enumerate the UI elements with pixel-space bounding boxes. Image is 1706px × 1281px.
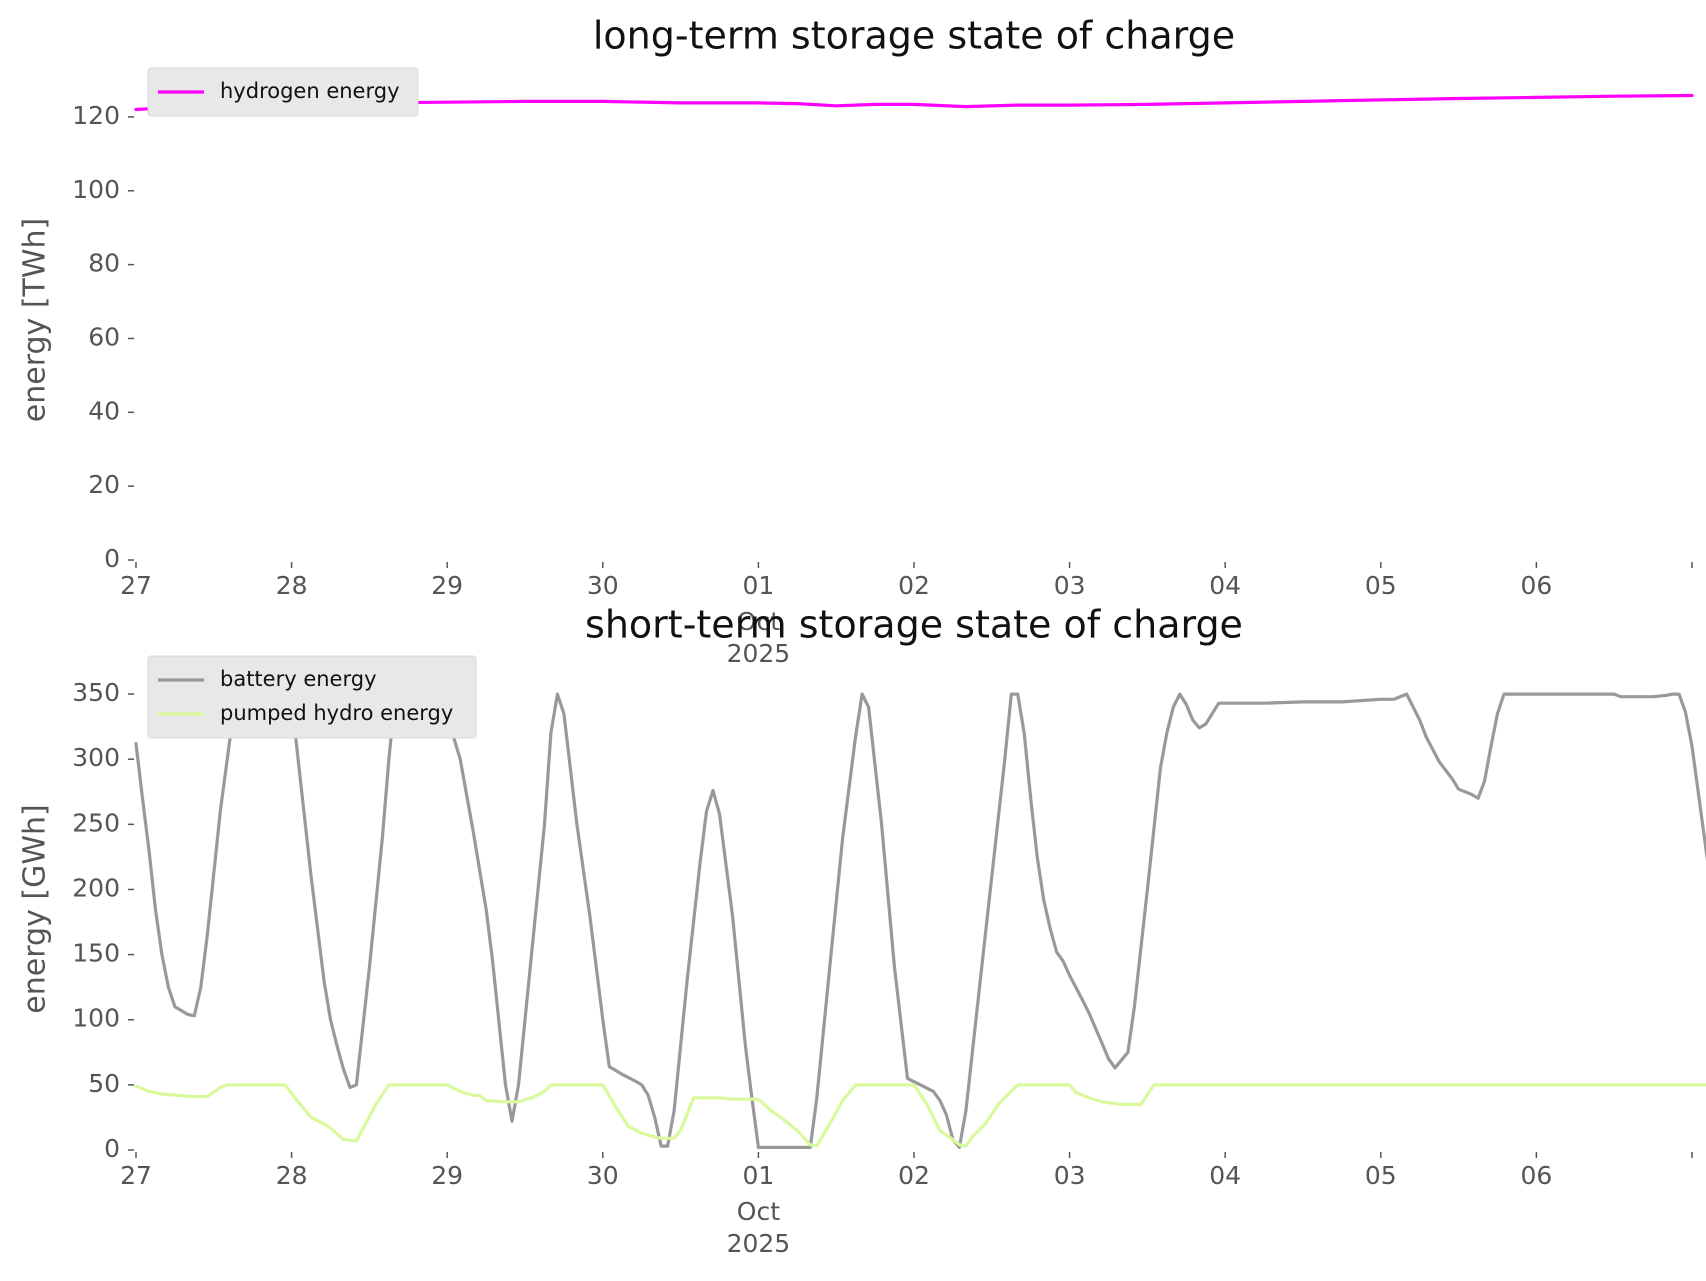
y-tick-label: 350 [72,678,120,707]
pumped-hydro-energy-line [136,1085,1706,1146]
y-tick-label: 50 [88,1069,120,1098]
legend-label-pumped-hydro-energy: pumped hydro energy [220,701,453,725]
y-tick-label: 100 [72,175,120,204]
y-tick-label: 0 [104,1134,120,1163]
x-tick-label: 28 [276,571,308,600]
y-axis-label: energy [TWh] [18,218,53,422]
y-tick-label: 0 [104,544,120,573]
y-tick-label: 60 [88,322,120,351]
long-term-storage-chart: long-term storage state of charge energy … [18,14,1693,669]
x-tick-label: 03 [1054,571,1086,600]
x-tick-label: 28 [276,1161,308,1190]
x-tick-label: 29 [431,1161,463,1190]
x-tick-label: 06 [1520,1161,1552,1190]
short-term-storage-chart: short-term storage state of charge energy… [18,603,1706,1259]
legend-label-hydrogen-energy: hydrogen energy [220,79,400,103]
x-tick-label: 30 [587,571,619,600]
y-axis-label: energy [GWh] [18,804,53,1013]
x-tick-label: 02 [898,1161,930,1190]
x-tick-label: 29 [431,571,463,600]
x-tick-label: 02 [898,571,930,600]
y-tick-label: 100 [72,1004,120,1033]
y-tick-label: 120 [72,101,120,130]
x-tick-label: 30 [587,1161,619,1190]
chart-title: short-term storage state of charge [585,603,1243,647]
x-tick-month-label: Oct [737,1197,780,1226]
x-tick-label: 01 [742,571,774,600]
y-tick-label: 250 [72,808,120,837]
y-tick-label: 300 [72,743,120,772]
y-tick-label: 20 [88,470,120,499]
y-tick-label: 80 [88,249,120,278]
battery-energy-line [136,694,1706,1147]
x-tick-label: 05 [1365,571,1397,600]
y-tick-label: 40 [88,396,120,425]
x-tick-label: 27 [120,571,152,600]
y-tick-label: 200 [72,873,120,902]
chart-title: long-term storage state of charge [593,14,1235,58]
x-tick-label: 05 [1365,1161,1397,1190]
x-tick-label: 04 [1209,571,1241,600]
x-tick-label: 01 [742,1161,774,1190]
x-tick-label: 04 [1209,1161,1241,1190]
x-tick-label: 03 [1054,1161,1086,1190]
x-tick-label: 06 [1520,571,1552,600]
y-tick-label: 150 [72,939,120,968]
legend-label-battery-energy: battery energy [220,667,377,691]
x-tick-year-label: 2025 [727,1229,791,1258]
x-tick-label: 27 [120,1161,152,1190]
